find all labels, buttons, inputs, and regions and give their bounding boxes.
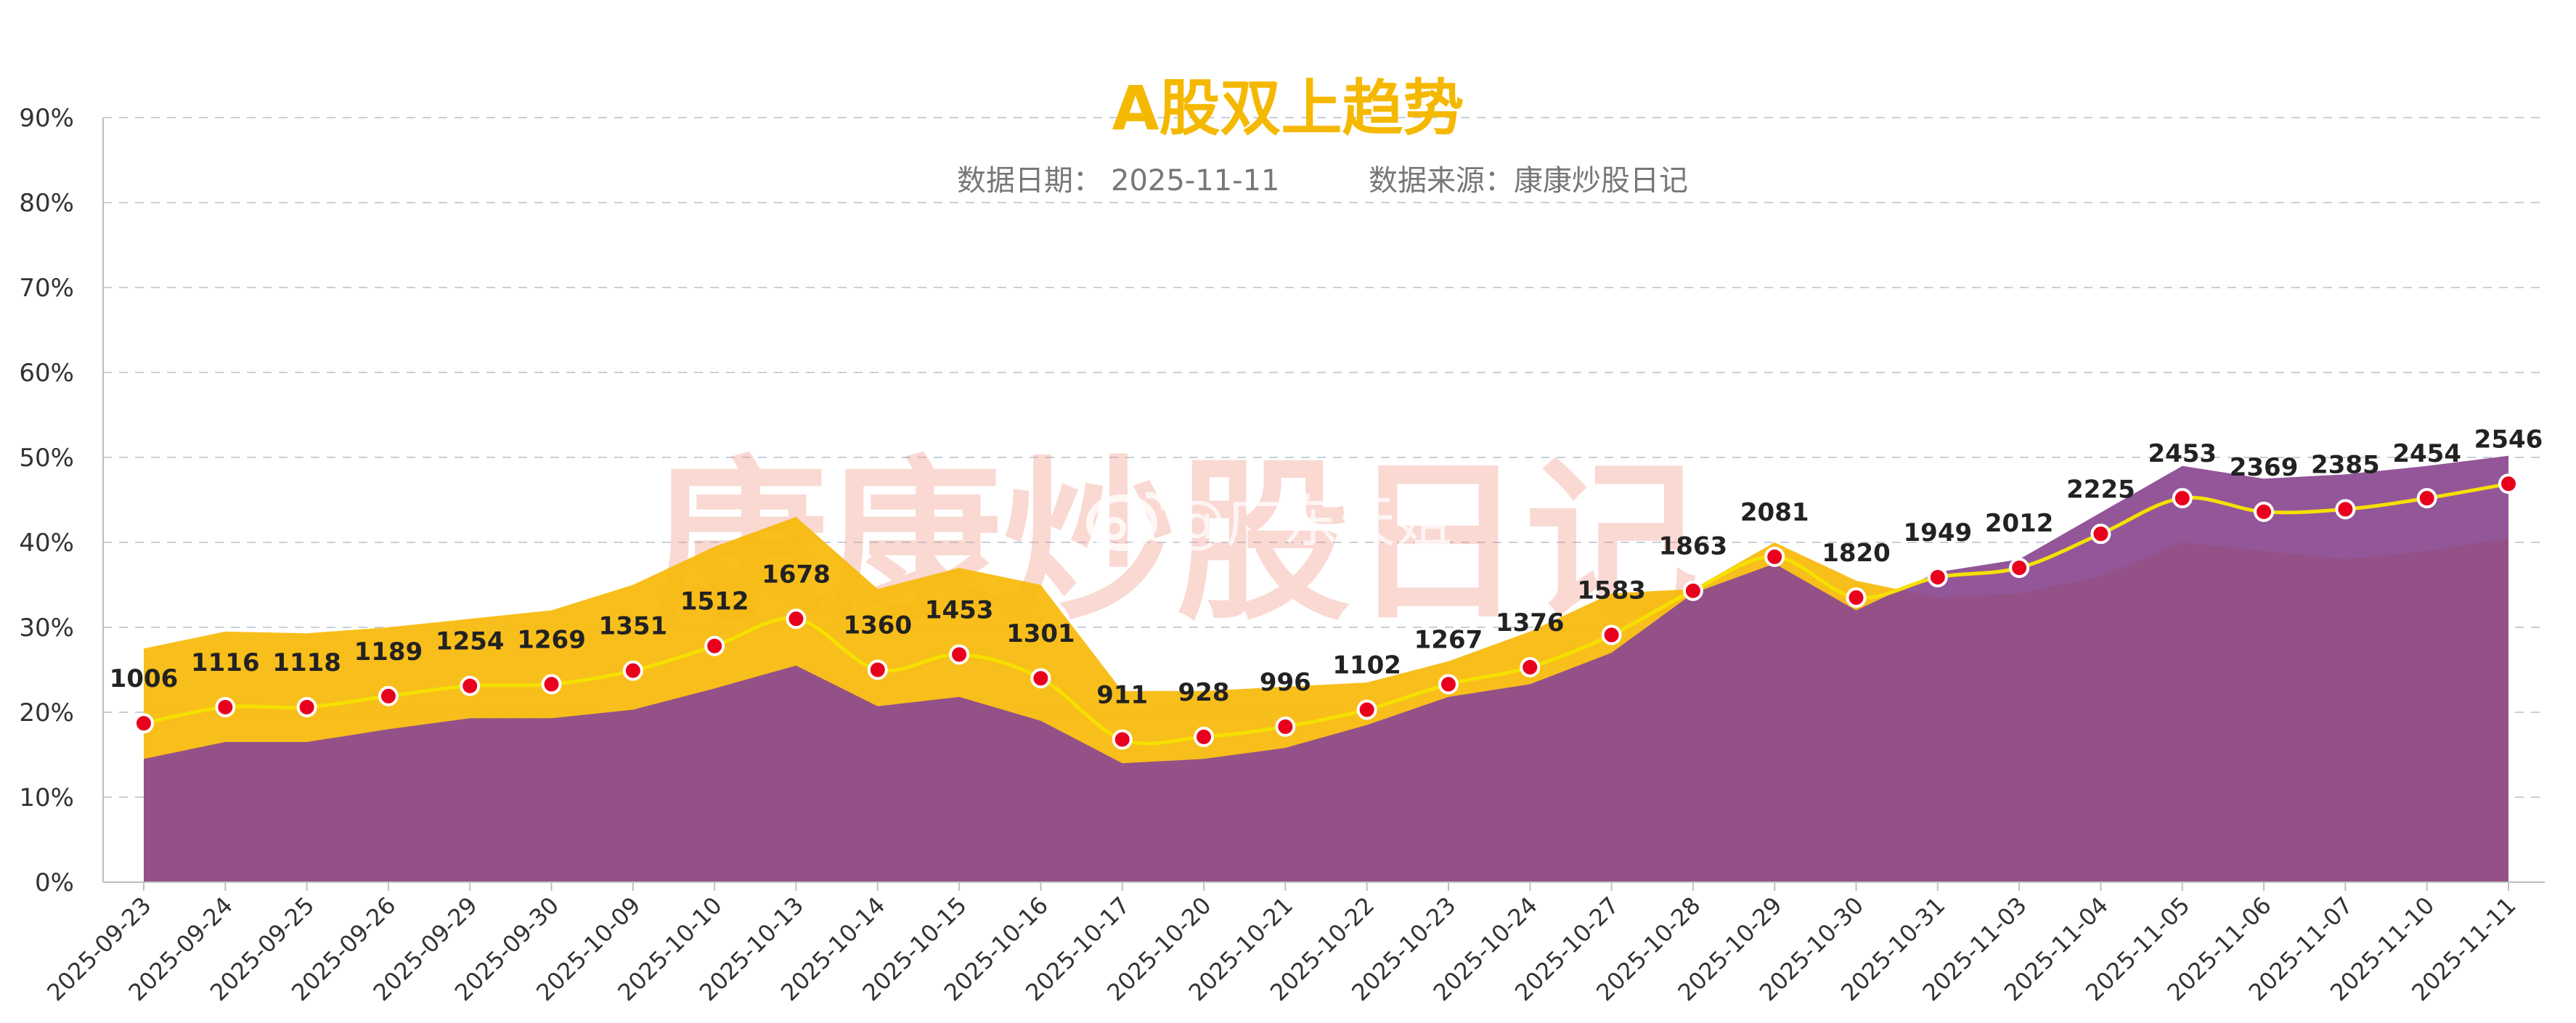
point-layer — [134, 473, 2519, 750]
y-tick-label: 50% — [19, 444, 74, 473]
data-point — [1682, 580, 1703, 601]
data-point — [786, 608, 807, 629]
label-layer: 1006 1116 1118 1189 1254 1269 1351 1512 1678 1360… — [110, 425, 2543, 709]
data-point — [622, 660, 643, 681]
data-point — [2335, 499, 2356, 520]
data-point — [1927, 566, 1948, 587]
data-point — [1601, 624, 1622, 645]
data-label: 1254 — [436, 627, 505, 656]
data-point — [1356, 699, 1377, 720]
data-point — [1438, 674, 1459, 695]
data-point — [1030, 668, 1051, 689]
data-label: 2012 — [1985, 509, 2054, 538]
y-tick-label: 10% — [19, 783, 74, 812]
area-series-1 — [144, 455, 2508, 882]
data-label: 1267 — [1414, 625, 1483, 654]
weibo-icon — [1086, 492, 1167, 551]
data-point — [2254, 501, 2275, 522]
data-point — [296, 696, 317, 717]
data-point — [378, 685, 399, 706]
data-label: 2081 — [1740, 498, 1809, 527]
data-point — [704, 635, 725, 656]
data-point — [2498, 473, 2519, 494]
data-label: 1820 — [1822, 539, 1891, 568]
data-point — [949, 644, 970, 665]
data-label: 1102 — [1332, 651, 1401, 680]
chart-title: A股双上趋势 — [1112, 73, 1464, 144]
watermark-handle: @广东天姐 — [1086, 489, 1452, 555]
chart-subtitle-date: 2025-11-11 — [1111, 164, 1279, 197]
y-tick-label: 80% — [19, 189, 74, 218]
y-tick-label: 90% — [19, 104, 74, 133]
data-point — [541, 674, 562, 695]
data-label: 1360 — [843, 611, 912, 640]
data-label: 1453 — [925, 595, 994, 624]
data-label: 1512 — [680, 587, 749, 616]
data-label: 1189 — [354, 637, 423, 667]
data-label: 1351 — [599, 612, 668, 641]
watermark-handle-text: @广东天姐 — [1169, 489, 1452, 555]
data-label: 1376 — [1496, 608, 1565, 637]
data-point — [1520, 656, 1541, 677]
data-label: 1678 — [762, 560, 831, 589]
y-tick-label: 60% — [19, 359, 74, 388]
data-label: 2225 — [2066, 475, 2135, 504]
data-point — [1194, 726, 1215, 747]
chart-subtitle-date-label: 数据日期： — [957, 164, 1102, 197]
data-label: 911 — [1096, 680, 1148, 709]
data-label: 2385 — [2311, 450, 2380, 479]
data-point — [1275, 716, 1296, 737]
data-label: 1006 — [110, 664, 179, 693]
y-tick-label: 0% — [35, 868, 74, 897]
data-label: 1863 — [1659, 532, 1728, 561]
y-tick-label: 40% — [19, 529, 74, 558]
data-point — [1764, 546, 1785, 567]
data-point — [215, 696, 236, 717]
data-point — [1846, 587, 1867, 608]
data-point — [867, 659, 888, 680]
data-label: 2369 — [2230, 453, 2299, 482]
data-point — [1112, 729, 1133, 750]
area-layer — [144, 455, 2508, 882]
data-label: 1116 — [191, 648, 260, 677]
data-label: 1301 — [1006, 619, 1075, 648]
data-point — [134, 713, 154, 734]
data-label: 2546 — [2474, 425, 2543, 454]
data-label: 1118 — [272, 648, 341, 677]
data-label: 1949 — [1904, 518, 1973, 547]
y-tick-label: 30% — [19, 614, 74, 643]
data-label: 1269 — [517, 625, 586, 654]
y-tick-label: 20% — [19, 698, 74, 727]
data-label: 1583 — [1577, 576, 1646, 606]
data-point — [460, 675, 481, 696]
data-label: 996 — [1260, 668, 1311, 697]
chart-subtitle-source: 数据来源：康康炒股日记 — [1369, 164, 1688, 197]
data-label: 2453 — [2148, 439, 2217, 468]
data-label: 928 — [1178, 678, 1230, 707]
data-label: 2454 — [2392, 439, 2461, 468]
data-point — [2090, 523, 2111, 545]
data-point — [2416, 488, 2437, 509]
data-point — [2009, 558, 2030, 579]
data-point — [2172, 488, 2193, 509]
y-tick-label: 70% — [19, 274, 74, 303]
